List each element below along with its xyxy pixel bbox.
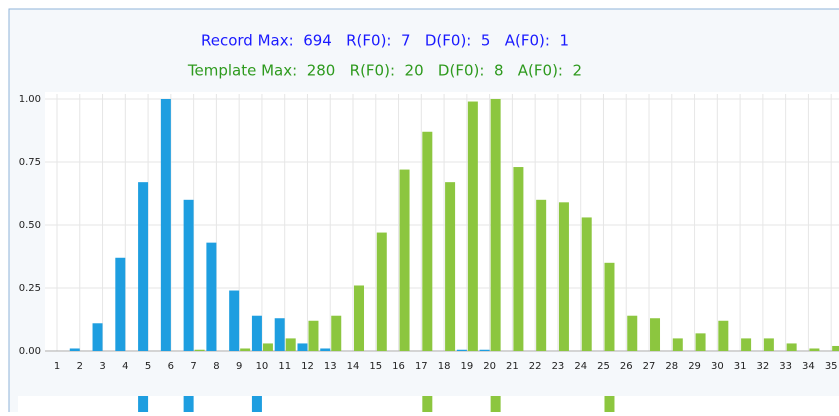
strip-marker bbox=[183, 396, 194, 412]
x-tick-label: 2 bbox=[77, 361, 83, 372]
x-tick-label: 29 bbox=[688, 361, 701, 372]
bar bbox=[285, 338, 296, 351]
x-tick-label: 35 bbox=[825, 361, 838, 372]
bar bbox=[832, 345, 839, 351]
x-tick-label: 33 bbox=[779, 361, 792, 372]
x-tick-label: 16 bbox=[392, 361, 405, 372]
x-tick-label: 10 bbox=[256, 361, 269, 372]
bar bbox=[69, 348, 80, 351]
bar bbox=[262, 343, 273, 351]
x-tick-label: 32 bbox=[757, 361, 770, 372]
bar bbox=[160, 99, 171, 351]
strip-marker bbox=[604, 396, 615, 412]
x-tick-label: 3 bbox=[99, 361, 105, 372]
bar bbox=[138, 182, 149, 351]
bar bbox=[115, 257, 126, 351]
bar bbox=[786, 343, 797, 351]
bar bbox=[297, 343, 308, 351]
x-tick-label: 20 bbox=[483, 361, 496, 372]
bar bbox=[376, 232, 387, 351]
x-tick-label: 12 bbox=[301, 361, 314, 372]
bar bbox=[604, 262, 615, 351]
bar bbox=[399, 169, 410, 351]
template-header: Template Max: 280 R(F0): 20 D(F0): 8 A(F… bbox=[187, 62, 582, 80]
bar bbox=[206, 242, 217, 351]
y-tick-label: 1.00 bbox=[19, 94, 41, 105]
bar bbox=[456, 349, 467, 351]
x-tick-label: 1 bbox=[54, 361, 60, 372]
y-tick-label: 0.50 bbox=[19, 220, 41, 231]
bar bbox=[581, 217, 592, 351]
plot-area bbox=[45, 92, 839, 352]
bar bbox=[809, 348, 820, 351]
bar bbox=[627, 315, 638, 351]
bar bbox=[672, 338, 683, 351]
x-tick-label: 22 bbox=[529, 361, 542, 372]
x-tick-label: 8 bbox=[213, 361, 219, 372]
bar bbox=[479, 349, 490, 351]
x-tick-label: 14 bbox=[347, 361, 360, 372]
strip-marker bbox=[138, 396, 149, 412]
bar bbox=[183, 199, 194, 351]
x-tick-label: 34 bbox=[802, 361, 815, 372]
bar bbox=[308, 320, 319, 351]
strip-marker bbox=[251, 396, 262, 412]
bar bbox=[331, 315, 342, 351]
x-tick-label: 25 bbox=[597, 361, 610, 372]
bar bbox=[92, 323, 103, 351]
x-tick-label: 19 bbox=[460, 361, 473, 372]
bar bbox=[194, 349, 205, 351]
bar bbox=[741, 338, 752, 351]
x-tick-label: 7 bbox=[190, 361, 196, 372]
bar bbox=[490, 99, 501, 351]
bar bbox=[320, 348, 331, 351]
record-header: Record Max: 694 R(F0): 7 D(F0): 5 A(F0):… bbox=[201, 32, 569, 50]
x-tick-label: 9 bbox=[236, 361, 242, 372]
bar bbox=[513, 167, 524, 351]
x-tick-label: 21 bbox=[506, 361, 519, 372]
x-tick-label: 18 bbox=[438, 361, 451, 372]
x-tick-label: 26 bbox=[620, 361, 633, 372]
strip-marker bbox=[422, 396, 433, 412]
y-tick-label: 0.00 bbox=[19, 346, 41, 357]
bar bbox=[274, 318, 285, 351]
bar bbox=[251, 315, 262, 351]
x-tick-label: 31 bbox=[734, 361, 747, 372]
bar bbox=[467, 101, 478, 352]
x-tick-label: 4 bbox=[122, 361, 128, 372]
x-tick-label: 13 bbox=[324, 361, 337, 372]
bar bbox=[229, 290, 240, 351]
strip-marker bbox=[490, 396, 501, 412]
bar bbox=[718, 320, 729, 351]
x-tick-label: 6 bbox=[168, 361, 174, 372]
x-tick-label: 17 bbox=[415, 361, 428, 372]
x-tick-label: 15 bbox=[369, 361, 382, 372]
bar bbox=[558, 202, 569, 351]
x-tick-label: 5 bbox=[145, 361, 151, 372]
y-tick-label: 0.25 bbox=[19, 283, 41, 294]
bar bbox=[445, 182, 456, 351]
x-tick-label: 11 bbox=[278, 361, 291, 372]
y-tick-label: 0.75 bbox=[19, 157, 41, 168]
bar bbox=[354, 285, 365, 351]
bar bbox=[240, 348, 251, 351]
x-tick-label: 23 bbox=[552, 361, 565, 372]
bar bbox=[650, 318, 661, 351]
x-tick-label: 24 bbox=[574, 361, 587, 372]
bar bbox=[536, 199, 547, 351]
x-tick-label: 28 bbox=[665, 361, 678, 372]
x-tick-label: 30 bbox=[711, 361, 724, 372]
bar bbox=[695, 333, 706, 351]
x-tick-label: 27 bbox=[643, 361, 656, 372]
bar bbox=[422, 131, 433, 351]
bar bbox=[763, 338, 774, 351]
